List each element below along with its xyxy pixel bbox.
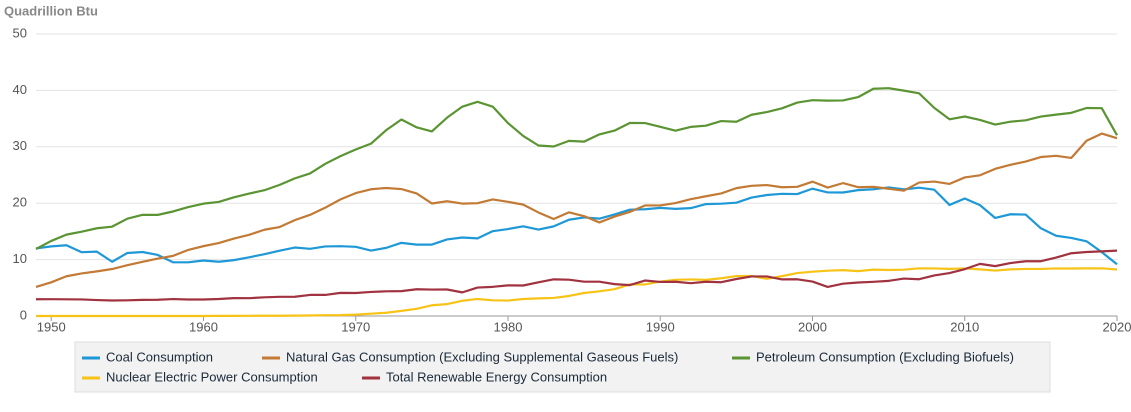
series-line [36,267,1118,318]
x-tick-label: 2000 [798,319,827,334]
x-tick-label: 1960 [189,319,218,334]
legend-label: Petroleum Consumption (Excluding Biofuel… [756,349,1014,364]
legend-label: Coal Consumption [106,349,213,364]
y-tick-label: 20 [13,195,27,210]
y-axis-title: Quadrillion Btu [4,3,98,18]
series-line [35,186,1118,266]
x-tick-label: 1950 [37,319,66,334]
series-line [35,87,1118,250]
legend-label: Nuclear Electric Power Consumption [106,369,318,384]
y-tick-label: 50 [13,25,27,40]
x-tick-label: 2020 [1103,319,1131,334]
y-tick-label: 10 [13,251,27,266]
legend-label: Natural Gas Consumption (Excluding Suppl… [286,349,678,364]
y-tick-label: 30 [13,138,27,153]
y-tick-label: 0 [20,307,27,322]
x-tick-label: 2010 [950,319,979,334]
y-tick-label: 40 [13,82,27,97]
x-tick-label: 1980 [494,319,523,334]
x-tick-label: 1990 [646,319,675,334]
x-tick-label: 1970 [341,319,370,334]
series-line [35,249,1118,302]
legend-label: Total Renewable Energy Consumption [386,369,607,384]
legend-box [74,341,1051,393]
series-line [35,132,1118,289]
